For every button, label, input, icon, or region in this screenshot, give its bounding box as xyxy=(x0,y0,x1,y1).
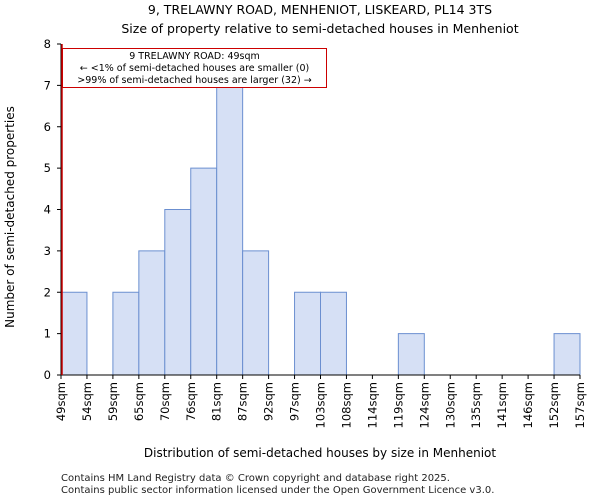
x-tick-label: 114sqm xyxy=(365,382,379,428)
y-tick-labels: 0 1 2 3 4 5 6 7 8 xyxy=(44,37,61,382)
x-tick-label: 141sqm xyxy=(495,382,509,428)
y-axis-label: Number of semi-detached properties xyxy=(3,106,17,328)
annotation-line-3: >99% of semi-detached houses are larger … xyxy=(77,75,312,86)
x-tick-label: 135sqm xyxy=(469,382,483,428)
y-tick-label: 1 xyxy=(44,327,51,341)
x-tick-label: 76sqm xyxy=(184,382,198,421)
x-tick-label: 59sqm xyxy=(106,382,120,421)
x-tick-label: 81sqm xyxy=(210,382,224,421)
y-tick-label: 0 xyxy=(44,368,51,382)
y-tick-label: 7 xyxy=(44,78,51,92)
footer-line-1: Contains HM Land Registry data © Crown c… xyxy=(61,473,450,484)
y-tick-label: 5 xyxy=(44,161,51,175)
x-tick-label: 152sqm xyxy=(547,382,561,428)
y-tick-label: 4 xyxy=(44,203,51,217)
x-tick-labels: 49sqm 54sqm 59sqm 65sqm 70sqm 76sqm 81sqm 87sqm… xyxy=(54,375,587,428)
x-tick-label: 130sqm xyxy=(443,382,457,428)
bar-103sqm xyxy=(320,291,347,376)
bar-152sqm xyxy=(553,333,581,376)
x-tick-label: 157sqm xyxy=(573,382,587,428)
chart-subtitle: Size of property relative to semi-detach… xyxy=(121,21,518,36)
x-tick-label: 70sqm xyxy=(158,382,172,421)
x-tick-label: 119sqm xyxy=(391,382,405,428)
x-tick-label: 146sqm xyxy=(521,382,535,428)
x-tick-label: 92sqm xyxy=(262,382,276,421)
bar-81sqm xyxy=(216,84,244,376)
bar-49sqm xyxy=(60,291,88,376)
bar-87sqm xyxy=(242,250,270,376)
bar-76sqm xyxy=(190,167,218,376)
y-tick-label: 3 xyxy=(44,244,51,258)
y-tick-label: 2 xyxy=(44,285,51,299)
bar-70sqm xyxy=(164,209,192,376)
y-tick-label: 6 xyxy=(44,120,51,134)
x-tick-label: 49sqm xyxy=(54,382,68,421)
bar-119sqm xyxy=(397,333,425,376)
y-tick-label: 8 xyxy=(44,37,51,51)
annotation-line-2: ← <1% of semi-detached houses are smalle… xyxy=(79,63,310,74)
bar-65sqm xyxy=(138,250,166,376)
bars-group xyxy=(60,84,581,376)
x-axis-label: Distribution of semi-detached houses by … xyxy=(144,446,497,460)
chart-title: 9, TRELAWNY ROAD, MENHENIOT, LISKEARD, P… xyxy=(148,2,492,17)
bar-97sqm xyxy=(294,291,321,376)
x-tick-label: 65sqm xyxy=(132,382,146,421)
x-tick-label: 87sqm xyxy=(236,382,250,421)
annotation-box: 9 TRELAWNY ROAD: 49sqm ← <1% of semi-det… xyxy=(62,48,327,88)
x-tick-label: 124sqm xyxy=(417,382,431,428)
x-tick-label: 108sqm xyxy=(339,382,353,428)
x-tick-label: 54sqm xyxy=(80,382,94,421)
footer-line-2: Contains public sector information licen… xyxy=(61,485,495,496)
bar-59sqm xyxy=(112,291,140,376)
annotation-line-1: 9 TRELAWNY ROAD: 49sqm xyxy=(129,51,260,62)
x-tick-label: 97sqm xyxy=(288,382,302,421)
x-tick-label: 103sqm xyxy=(314,382,328,428)
